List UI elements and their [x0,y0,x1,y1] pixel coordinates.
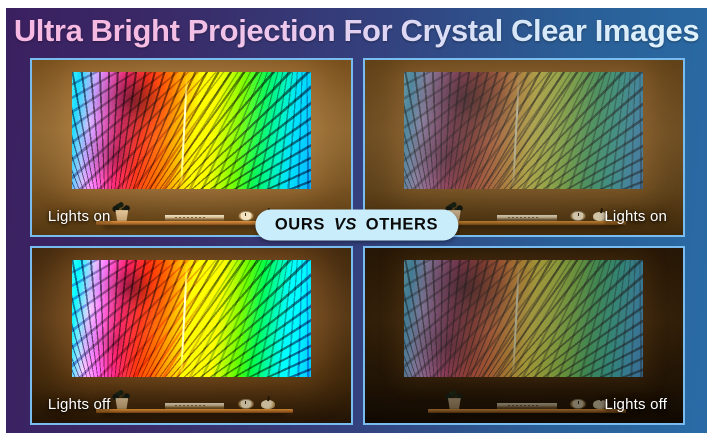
plant-pot-icon [447,398,461,409]
table-shadow [436,224,618,228]
comparison-grid: Lights on [30,58,685,425]
artwork-shadow-valley [414,260,529,377]
projection-screen [71,260,311,377]
console-table [428,388,626,419]
desk-clock-icon [237,210,254,221]
room-scene [32,60,351,235]
panel-ours-lights-on: Lights on [30,58,353,237]
stacked-books-icon [497,403,557,409]
panel-ours-lights-off: Lights off [30,246,353,425]
stacked-books-icon [497,215,557,221]
panel-others-lights-off: Lights off [362,246,685,425]
console-table [95,388,294,419]
stacked-books-icon [164,403,225,409]
room-scene [364,60,683,235]
room-scene [364,248,683,423]
table-top [95,408,294,414]
table-shadow [103,412,286,416]
projection-screen [404,260,644,377]
artwork-vignette [404,72,644,189]
rainbow-wave-artwork [71,260,311,377]
panel-others-lights-on: Lights on [362,58,685,237]
table-top [428,220,626,226]
page-title: Ultra Bright Projection For Crystal Clea… [13,13,700,48]
projection-screen [404,72,644,189]
panel-caption: Lights on [604,208,668,226]
panel-caption: Lights on [47,208,111,226]
artwork-shadow-valley [81,72,197,189]
badge-others-label: OTHERS [365,215,439,234]
plant-pot-icon [115,398,129,409]
plant-pot-icon [115,210,129,221]
table-lamp-icon [593,399,608,409]
panel-caption: Lights off [604,396,668,414]
table-lamp-icon [260,399,276,409]
projection-screen [71,72,311,189]
artwork-shadow-valley [81,260,197,377]
artwork-vignette [404,260,644,377]
table-shadow [436,412,618,416]
rainbow-wave-artwork [404,72,644,189]
table-top [428,408,626,414]
artwork-vignette [71,260,311,377]
artwork-vignette [71,72,311,189]
table-shadow [103,224,286,228]
ours-vs-others-badge: OURS VS OTHERS [254,209,459,241]
badge-ours-label: OURS [274,215,325,234]
table-lamp-icon [593,211,608,221]
artwork-shadow-valley [414,72,529,189]
plant-leaves-icon [110,388,135,401]
rainbow-wave-artwork [404,260,644,377]
headline-bar: Ultra Bright Projection For Crystal Clea… [6,8,707,54]
promo-banner: Ultra Bright Projection For Crystal Clea… [6,8,707,433]
room-scene [32,248,351,423]
panel-caption: Lights off [47,396,111,414]
desk-clock-icon [570,210,587,221]
plant-leaves-icon [442,200,467,213]
table-top [95,220,294,226]
plant-leaves-icon [442,388,467,401]
stacked-books-icon [164,215,225,221]
desk-clock-icon [570,398,587,409]
desk-clock-icon [237,398,254,409]
rainbow-wave-artwork [71,72,311,189]
plant-leaves-icon [110,200,135,213]
badge-vs-label: VS [333,215,357,234]
